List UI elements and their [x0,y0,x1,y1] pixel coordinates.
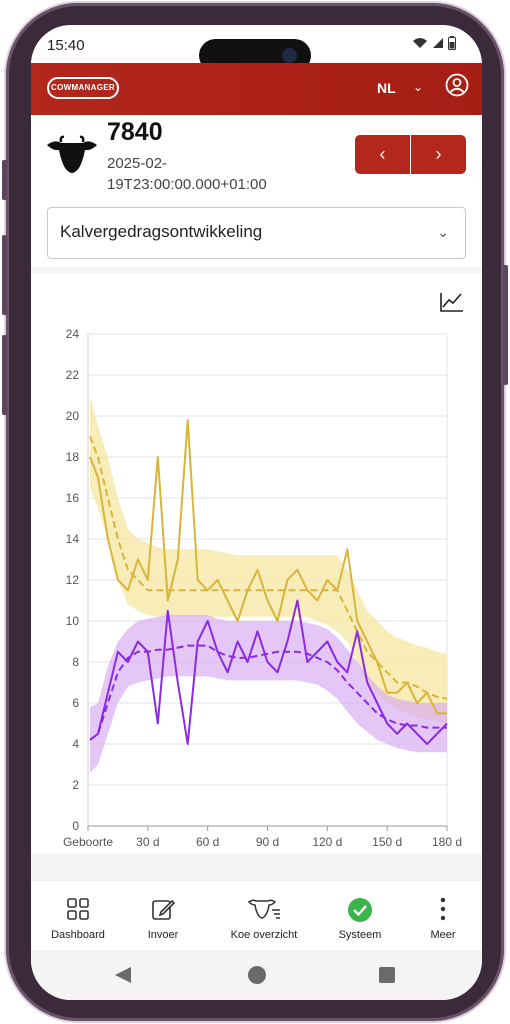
y-tick-label: 18 [66,450,80,464]
view-select-value: Kalvergedragsontwikkeling [60,222,263,241]
chevron-left-icon: ‹ [379,144,386,164]
signal-icon [433,38,443,48]
battery-icon [448,36,456,50]
y-tick-label: 2 [72,778,79,792]
x-tick-label: 90 d [256,835,279,849]
account-icon[interactable] [445,73,469,97]
back-icon[interactable] [115,967,131,983]
nav-koe-overzicht[interactable]: Koe overzicht [214,881,314,941]
confidence-band [90,614,447,773]
nav-label: Meer [430,929,456,941]
nav-meer[interactable]: Meer [403,881,482,941]
x-tick-label: 120 d [312,835,342,849]
nav-label: Dashboard [51,929,105,941]
x-tick-label: 30 d [136,835,159,849]
more-vertical-icon [440,897,446,921]
animal-navigation: ‹ › [355,135,466,174]
animal-number: 7840 [107,118,163,146]
average-line [89,644,447,741]
y-tick-label: 0 [72,819,79,833]
recents-icon[interactable] [379,967,395,983]
nav-label: Invoer [147,929,179,941]
phone-side-button [503,265,508,385]
y-tick-label: 14 [66,532,80,546]
home-icon[interactable] [248,966,266,984]
chevron-down-icon[interactable]: ⌄ [413,80,424,94]
chevron-down-icon: ⌄ [437,224,449,240]
nav-label: Systeem [338,929,382,941]
chart-card: 0 2 4 6 8 10 12 14 16 18 20 22 24 Geboorte 30 d 60 d 90 … [31,273,482,853]
phone-side-button [2,335,7,415]
calf-line [89,419,447,715]
y-tick-label: 22 [66,368,80,382]
next-animal-button[interactable]: › [411,135,466,174]
y-tick-label: 12 [66,573,80,587]
wifi-icon [413,38,427,48]
screen: 15:40 COWMANAGER NL ⌄ [31,25,482,1000]
system-navigation-bar [31,950,482,1000]
average-line [89,436,448,700]
y-tick-label: 20 [66,409,80,423]
y-tick-label: 24 [66,327,80,341]
nav-label: Koe overzicht [230,929,298,941]
cow-head-icon [47,135,97,173]
status-time: 15:40 [47,37,85,54]
chevron-right-icon: › [435,144,442,164]
language-selector[interactable]: NL [377,80,396,96]
previous-animal-button[interactable]: ‹ [355,135,411,174]
x-tick-label: 60 d [196,835,219,849]
view-select[interactable]: Kalvergedragsontwikkeling ⌄ [47,207,466,259]
animal-datetime: 2025-02-19T23:00:00.000+01:00 [107,155,267,193]
status-bar: 15:40 [31,25,482,72]
x-tick-label: 150 d [372,835,402,849]
grid-icon [67,898,89,920]
edit-icon [152,899,175,920]
app-bar: COWMANAGER NL ⌄ [31,63,482,115]
nav-dashboard[interactable]: Dashboard [38,881,118,941]
y-tick-label: 4 [72,737,79,751]
y-tick-label: 8 [72,655,79,669]
phone-side-button [2,160,7,200]
x-tick-label: Geboorte [63,835,113,849]
status-icons [412,36,456,50]
cowmanager-logo: COWMANAGER [47,77,119,99]
animal-header: 7840 2025-02-19T23:00:00.000+01:00 ‹ › [31,115,482,207]
chart-type-icon[interactable] [440,293,463,312]
nav-invoer[interactable]: Invoer [123,881,203,941]
nav-systeem[interactable]: Systeem [320,881,400,941]
y-tick-label: 10 [66,614,80,628]
confidence-band [90,395,447,724]
check-circle-icon [348,898,372,922]
y-tick-label: 6 [72,696,79,710]
section-divider [31,853,482,880]
bottom-navigation: Dashboard Invoer Koe overzicht [31,880,482,951]
cow-list-icon [247,899,280,919]
x-tick-label: 180 d [432,835,462,849]
section-divider [31,267,482,273]
y-tick-label: 16 [66,491,80,505]
phone-side-button [2,235,7,315]
